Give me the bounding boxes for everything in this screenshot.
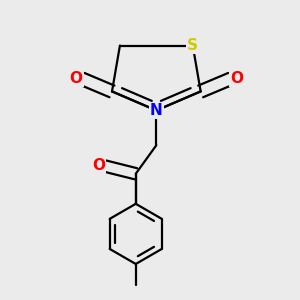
Text: S: S [187, 38, 198, 53]
Text: O: O [92, 158, 105, 173]
Text: N: N [150, 103, 163, 118]
Text: O: O [70, 71, 83, 86]
Text: O: O [230, 71, 243, 86]
